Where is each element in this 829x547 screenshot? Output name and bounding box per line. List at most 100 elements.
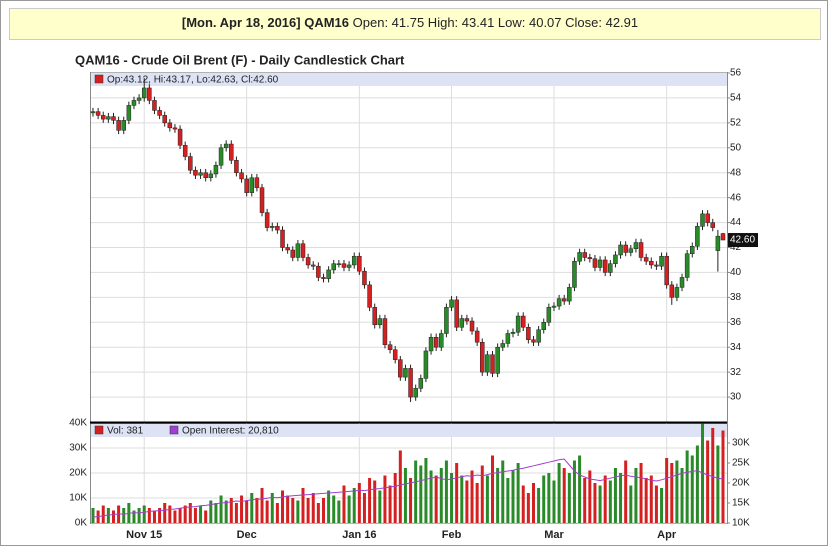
volume-bar — [619, 473, 623, 523]
volume-bar — [583, 478, 587, 523]
volume-bar — [690, 455, 694, 523]
candle-body — [536, 329, 541, 343]
volume-bar — [260, 488, 264, 523]
volume-bar — [721, 430, 725, 523]
legend-swatch — [94, 74, 104, 84]
candle-body — [316, 265, 321, 278]
header-box — [9, 8, 821, 40]
volume-bar — [142, 505, 146, 523]
candle-body — [674, 287, 680, 298]
open-interest-line — [92, 458, 724, 518]
candle-body — [444, 307, 449, 334]
x-tick-label: Nov 15 — [126, 529, 162, 541]
candle-body — [341, 263, 347, 268]
y-tick-label: 48 — [730, 167, 742, 178]
candle-body — [295, 243, 301, 258]
candle-body — [433, 336, 439, 348]
x-tick-label: Mar — [544, 529, 564, 541]
volume-bar — [439, 468, 443, 523]
candle-body — [90, 111, 96, 114]
candle-body — [351, 255, 357, 266]
volume-bar — [91, 508, 95, 523]
candle-body — [510, 332, 516, 334]
volume-bar — [316, 503, 320, 523]
price-marker — [728, 233, 758, 248]
volume-bar — [654, 485, 658, 523]
volume-bar — [680, 468, 684, 523]
candle-body — [602, 259, 608, 273]
volume-bar — [665, 458, 669, 523]
volume-bar — [414, 460, 418, 523]
volume-bar — [352, 488, 356, 523]
volume-bar — [265, 500, 269, 523]
volume-bar — [132, 510, 136, 523]
candle-body — [310, 264, 316, 267]
candle-body — [649, 260, 654, 266]
volume-bar — [716, 445, 720, 523]
volume-bar — [537, 488, 541, 523]
volume-bar — [362, 493, 366, 523]
volume-tick-label: 0K — [75, 518, 88, 529]
volume-bar — [465, 480, 469, 523]
volume-bar — [163, 503, 167, 523]
candle-body — [710, 222, 716, 228]
candle-body — [193, 169, 198, 176]
candle-body — [372, 307, 377, 326]
candle-body — [147, 87, 152, 101]
candle-body — [280, 229, 285, 248]
candle-body — [505, 333, 511, 344]
volume-bar — [188, 503, 192, 523]
candle-body — [162, 115, 167, 124]
y2-tick-label: 30K — [732, 438, 750, 449]
candle-body — [428, 336, 434, 352]
candle-body — [382, 318, 388, 345]
candle-body — [515, 315, 521, 333]
legend-band — [91, 73, 727, 86]
candle-body — [234, 160, 239, 173]
price-marker-label: 42.60 — [730, 235, 755, 246]
volume-bar — [578, 455, 582, 523]
volume-bar — [378, 490, 382, 523]
header: [Mon. Apr 18, 2016] QAM16 Open: 41.75 Hi… — [182, 15, 638, 30]
candle-body — [582, 252, 587, 258]
volume-bar — [572, 460, 576, 523]
candle-body — [100, 115, 106, 120]
volume-bar — [101, 505, 105, 523]
candle-body — [321, 277, 326, 279]
volume-bar — [624, 460, 628, 523]
candle-body — [259, 187, 265, 213]
volume-tick-label: 40K — [69, 418, 87, 429]
y-tick-label: 54 — [730, 93, 742, 104]
candle-body — [387, 344, 393, 350]
volume-bar — [711, 428, 715, 523]
y-tick-label: 42 — [730, 242, 742, 253]
volume-bar — [424, 458, 428, 523]
volume-bar — [639, 463, 643, 523]
candle-body — [485, 354, 490, 373]
volume-bar — [516, 463, 520, 523]
candle-body — [695, 226, 700, 247]
volume-bar — [383, 475, 387, 523]
header-text: Open: 41.75 High: 43.41 Low: 40.07 Close… — [353, 15, 638, 30]
volume-bar — [337, 500, 341, 523]
volume-legend: Vol: 381 — [107, 426, 144, 437]
volume-bar — [557, 463, 561, 523]
volume-bar — [281, 490, 285, 523]
volume-bar — [670, 463, 674, 523]
candle-body — [141, 87, 147, 99]
volume-bar — [521, 485, 525, 523]
candle-body — [305, 257, 311, 266]
volume-bar — [357, 483, 361, 523]
volume-bar — [373, 480, 377, 523]
volume-bar — [275, 503, 279, 523]
volume-bar — [398, 450, 402, 523]
volume-bar — [629, 485, 633, 523]
candle-body — [177, 128, 183, 146]
candle-body — [331, 263, 336, 271]
volume-bar — [306, 498, 310, 523]
volume-bar — [695, 445, 699, 523]
volume-bar — [567, 473, 571, 523]
x-tick-label: Dec — [237, 529, 257, 541]
volume-bar — [409, 478, 413, 523]
candle-body — [152, 100, 157, 111]
